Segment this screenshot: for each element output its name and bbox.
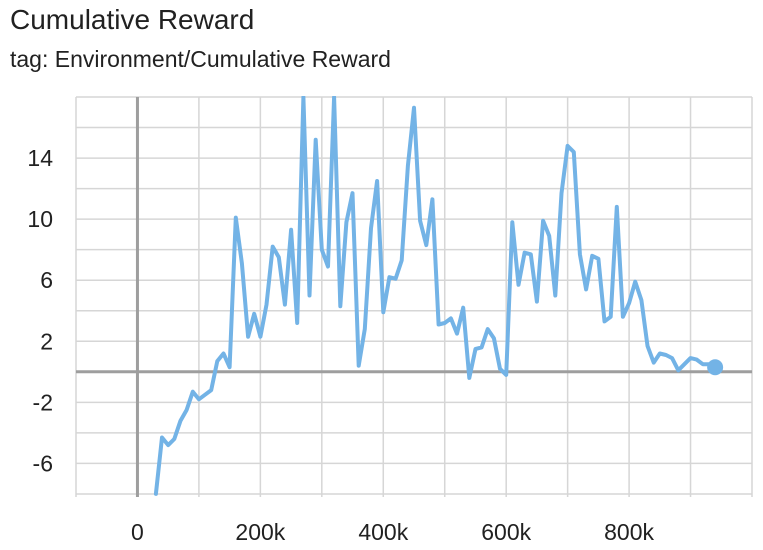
chart-subtitle: tag: Environment/Cumulative Reward xyxy=(10,46,391,72)
y-tick-label: -6 xyxy=(33,450,53,476)
x-tick-label: 400k xyxy=(358,519,408,545)
y-tick-label: 10 xyxy=(27,206,53,232)
series-line xyxy=(153,96,718,496)
x-tick-labels: 0 200k 400k 600k 800k xyxy=(131,519,654,545)
x-gridlines xyxy=(75,97,753,497)
y-tick-labels: 14 10 6 2 -2 -6 xyxy=(27,145,53,476)
y-tick-label: 2 xyxy=(40,328,53,354)
x-tick-label: 600k xyxy=(481,519,531,545)
y-tick-label: -2 xyxy=(33,389,53,415)
y-tick-label: 6 xyxy=(40,267,53,293)
x-tick-label: 0 xyxy=(131,519,144,545)
last-point-marker[interactable] xyxy=(707,359,724,376)
zero-axes xyxy=(76,97,752,497)
x-tick-label: 800k xyxy=(604,519,654,545)
series-group xyxy=(153,96,724,496)
chart-title: Cumulative Reward xyxy=(10,4,255,35)
x-tick-label: 200k xyxy=(235,519,285,545)
y-tick-label: 14 xyxy=(27,145,53,171)
